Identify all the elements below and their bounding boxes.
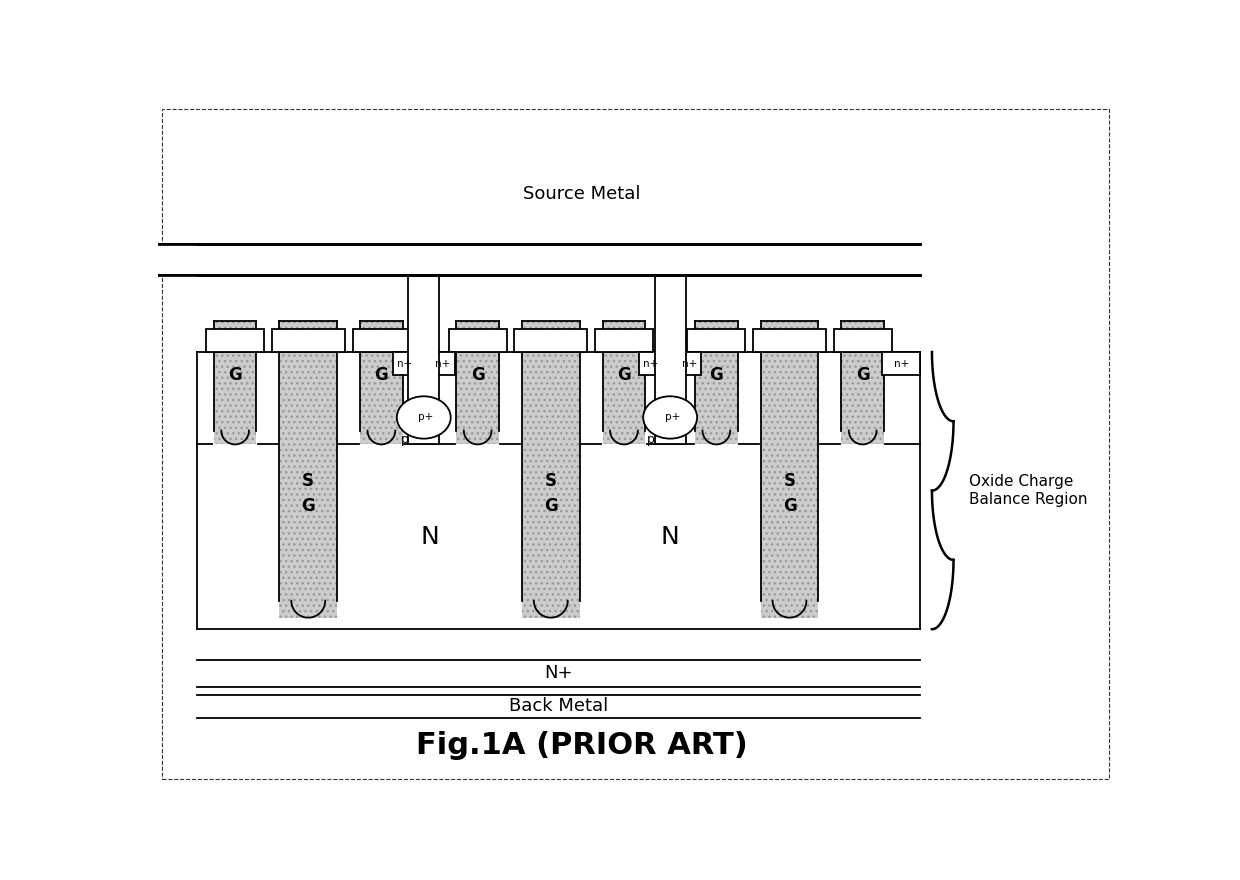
Bar <box>760 321 818 618</box>
Text: S: S <box>303 472 314 490</box>
Text: p+: p+ <box>665 413 680 422</box>
Bar <box>215 321 257 430</box>
Bar <box>603 321 645 444</box>
Bar <box>197 352 920 629</box>
Bar <box>361 321 403 430</box>
Text: G: G <box>544 497 558 516</box>
Bar <box>687 329 745 352</box>
Bar <box>456 321 498 430</box>
Bar <box>696 321 738 430</box>
Text: p: p <box>647 432 655 445</box>
Bar <box>833 329 892 352</box>
Text: n+: n+ <box>894 358 909 369</box>
Text: G: G <box>782 497 796 516</box>
Text: S: S <box>784 472 796 490</box>
Bar <box>361 430 403 444</box>
Bar <box>842 321 884 444</box>
Bar <box>361 321 403 444</box>
Text: Fig.1A (PRIOR ART): Fig.1A (PRIOR ART) <box>415 731 748 760</box>
Bar <box>449 329 506 352</box>
Text: N+: N+ <box>544 664 573 683</box>
Text: G: G <box>709 366 723 384</box>
Text: N: N <box>661 524 680 549</box>
Text: n+: n+ <box>435 358 450 369</box>
Bar <box>279 321 337 618</box>
Bar <box>842 430 884 444</box>
Bar <box>272 329 345 352</box>
Bar <box>522 601 579 618</box>
Bar <box>432 352 455 375</box>
Bar <box>603 430 645 444</box>
Text: G: G <box>471 366 485 384</box>
Bar <box>760 601 818 618</box>
Bar <box>842 321 884 430</box>
Text: Source Metal: Source Metal <box>523 185 640 203</box>
Bar <box>408 275 439 444</box>
Text: G: G <box>618 366 631 384</box>
Text: p+: p+ <box>418 413 434 422</box>
Text: G: G <box>856 366 869 384</box>
Bar <box>655 275 686 444</box>
Bar <box>882 352 920 375</box>
Bar <box>696 430 738 444</box>
Bar <box>456 321 498 444</box>
Bar <box>279 321 337 601</box>
Text: p: p <box>401 432 408 445</box>
Bar <box>456 430 498 444</box>
Bar <box>352 329 410 352</box>
Text: Back Metal: Back Metal <box>508 697 608 715</box>
Bar <box>595 329 652 352</box>
Bar <box>522 321 579 618</box>
Text: G: G <box>301 497 315 516</box>
Bar <box>215 321 257 444</box>
Bar <box>157 244 920 275</box>
Bar <box>696 321 738 444</box>
Text: n+: n+ <box>682 358 697 369</box>
Text: n+: n+ <box>397 358 412 369</box>
Bar <box>522 321 579 601</box>
Bar <box>678 352 701 375</box>
Text: n+: n+ <box>644 358 658 369</box>
Text: G: G <box>228 366 242 384</box>
Bar <box>603 321 645 430</box>
Text: S: S <box>544 472 557 490</box>
Ellipse shape <box>644 396 697 438</box>
Bar <box>640 352 662 375</box>
Bar <box>515 329 588 352</box>
Text: Oxide Charge
Balance Region: Oxide Charge Balance Region <box>968 474 1087 507</box>
Text: G: G <box>374 366 388 384</box>
Bar <box>393 352 417 375</box>
Text: N: N <box>420 524 439 549</box>
Ellipse shape <box>397 396 450 438</box>
Bar <box>753 329 826 352</box>
Bar <box>279 601 337 618</box>
Bar <box>206 329 264 352</box>
Bar <box>215 430 257 444</box>
Bar <box>760 321 818 601</box>
